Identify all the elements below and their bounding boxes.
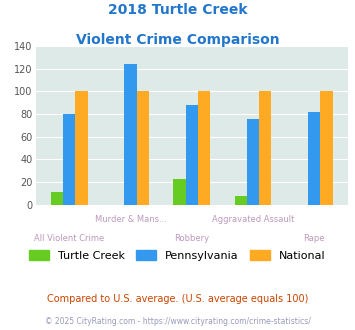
- Bar: [124, 64, 137, 205]
- Bar: [51, 192, 63, 205]
- Text: Violent Crime Comparison: Violent Crime Comparison: [76, 33, 279, 47]
- Text: Rape: Rape: [304, 234, 325, 243]
- Bar: [308, 112, 320, 205]
- Text: Robbery: Robbery: [174, 234, 209, 243]
- Text: © 2025 CityRating.com - https://www.cityrating.com/crime-statistics/: © 2025 CityRating.com - https://www.city…: [45, 317, 310, 326]
- Text: 2018 Turtle Creek: 2018 Turtle Creek: [108, 3, 247, 17]
- Bar: [235, 196, 247, 205]
- Legend: Turtle Creek, Pennsylvania, National: Turtle Creek, Pennsylvania, National: [25, 246, 330, 265]
- Bar: [320, 91, 333, 205]
- Text: Aggravated Assault: Aggravated Assault: [212, 214, 294, 223]
- Bar: [137, 91, 149, 205]
- Text: Murder & Mans...: Murder & Mans...: [94, 214, 166, 223]
- Bar: [186, 105, 198, 205]
- Bar: [173, 179, 186, 205]
- Bar: [198, 91, 210, 205]
- Bar: [63, 114, 75, 205]
- Text: All Violent Crime: All Violent Crime: [34, 234, 104, 243]
- Text: Compared to U.S. average. (U.S. average equals 100): Compared to U.S. average. (U.S. average …: [47, 294, 308, 304]
- Bar: [247, 118, 259, 205]
- Bar: [259, 91, 271, 205]
- Bar: [75, 91, 88, 205]
